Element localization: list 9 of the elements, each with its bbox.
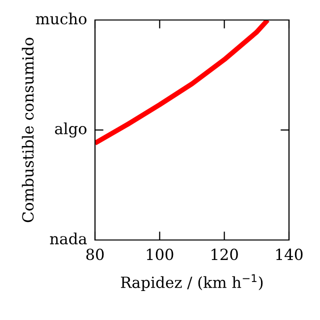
text: algo — [55, 122, 86, 138]
x-tick-label: 100 — [146, 248, 174, 260]
x-tick-label: 120 — [212, 248, 238, 260]
x-tick-label: 80 — [86, 248, 104, 260]
x-tick-label: 140 — [276, 248, 303, 260]
text: mucho — [36, 12, 86, 24]
x-axis-title: Rapidez / (km h$^{−1}$) — [120, 274, 263, 292]
text: nada — [50, 232, 87, 244]
y-axis-title: Combustible consumido — [22, 38, 34, 222]
